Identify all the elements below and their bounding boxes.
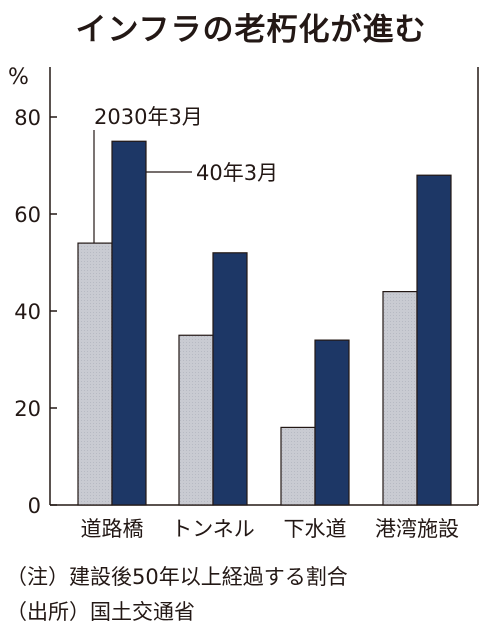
x-category-label: トンネル (171, 517, 255, 541)
bar-series1-2 (280, 426, 316, 506)
series2-label: 40年3月 (196, 161, 278, 185)
x-category-label: 道路橋 (81, 517, 144, 541)
bar-series1-1 (178, 334, 214, 506)
source-note: （出所）国土交通省 (6, 600, 195, 624)
bar-series1-0 (77, 242, 113, 506)
x-category-label: 下水道 (284, 517, 347, 541)
bar-series2-0 (111, 140, 147, 506)
y-tick-label: 40 (14, 300, 41, 324)
chart-title: インフラの老朽化が進む (75, 12, 427, 48)
bar-series2-1 (212, 252, 248, 506)
x-category-label: 港湾施設 (375, 517, 459, 541)
y-tick-label: 60 (14, 203, 41, 227)
footnote: （注）建設後50年以上経過する割合 (6, 565, 348, 589)
y-tick-label: 0 (28, 494, 41, 518)
bar-series1-3 (382, 291, 418, 506)
y-axis-unit-label: % (8, 65, 29, 90)
y-tick-label: 80 (14, 106, 41, 130)
series1-label: 2030年3月 (94, 105, 203, 129)
y-tick-label: 20 (14, 397, 41, 421)
bar-series2-3 (416, 174, 452, 506)
bar-series2-2 (314, 339, 350, 506)
